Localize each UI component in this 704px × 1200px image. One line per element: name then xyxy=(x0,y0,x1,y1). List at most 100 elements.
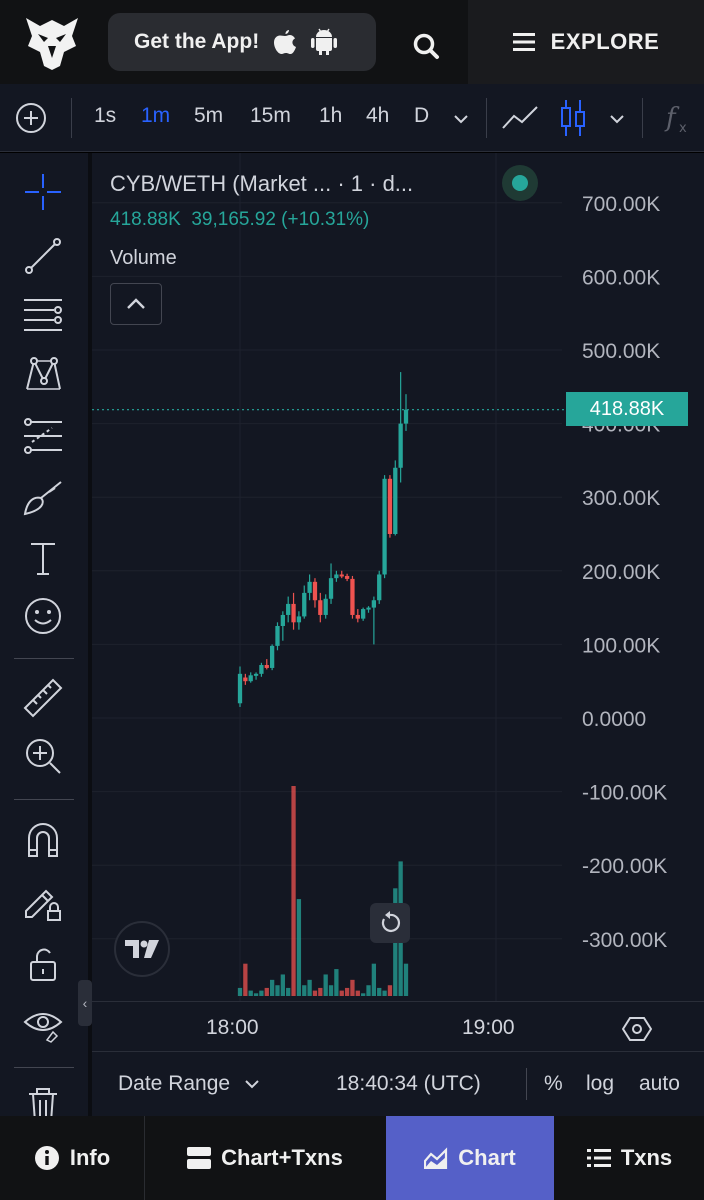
add-symbol-icon[interactable] xyxy=(14,101,48,135)
y-tick-label: 600.00K xyxy=(582,266,660,289)
tab-chart[interactable]: Chart xyxy=(386,1116,554,1200)
interval-d[interactable]: D xyxy=(414,104,430,127)
time-tick: 19:00 xyxy=(462,1016,515,1039)
candle-body xyxy=(328,578,334,599)
chart-area-icon xyxy=(424,1147,448,1169)
interval-1s[interactable]: 1s xyxy=(94,104,117,127)
y-tick-label: 500.00K xyxy=(582,340,660,363)
tab-label: Txns xyxy=(620,1145,673,1170)
candle-body xyxy=(296,616,302,623)
tab-label: Chart+Txns xyxy=(221,1145,343,1170)
candle-body xyxy=(334,574,339,579)
time-axis[interactable]: 18:00 19:00 xyxy=(92,1001,704,1051)
volume-bar xyxy=(350,979,355,996)
candle-body xyxy=(318,600,323,615)
android-icon xyxy=(311,28,338,55)
interval-chevron-down-icon[interactable] xyxy=(452,112,470,126)
get-app-button[interactable]: Get the App! xyxy=(108,13,376,71)
candle-body xyxy=(398,423,403,468)
unlock-icon[interactable] xyxy=(20,941,66,987)
line-chart-icon[interactable] xyxy=(500,102,540,134)
settings-hex-icon[interactable] xyxy=(621,1014,653,1044)
chart-area[interactable]: 700.00K600.00K500.00K400.00K300.00K200.0… xyxy=(92,153,704,1116)
chart-type-chevron-down-icon[interactable] xyxy=(608,112,626,126)
candle-body xyxy=(237,673,243,704)
explore-button[interactable]: EXPLORE xyxy=(468,0,704,84)
pattern-icon[interactable] xyxy=(20,351,66,397)
hide-drawings-icon[interactable] xyxy=(20,1001,66,1047)
candle-body xyxy=(291,603,296,623)
chevron-up-icon xyxy=(127,298,145,309)
magnet-icon[interactable] xyxy=(20,817,66,863)
lock-drawing-icon[interactable] xyxy=(20,879,66,925)
volume-bar xyxy=(291,786,296,996)
time-tick: 18:00 xyxy=(206,1016,259,1039)
volume-bar xyxy=(366,985,371,996)
nav-divider xyxy=(144,1116,145,1200)
market-status-indicator[interactable] xyxy=(502,165,538,201)
utc-clock[interactable]: 18:40:34 (UTC) xyxy=(336,1072,481,1095)
chart-bottom-bar: Date Range 18:40:34 (UTC) % log auto xyxy=(92,1051,704,1116)
y-tick-label: -200.00K xyxy=(582,855,667,878)
interval-4h[interactable]: 4h xyxy=(366,104,390,127)
volume-bar xyxy=(248,990,253,996)
tab-chart-txns[interactable]: Chart+Txns xyxy=(145,1116,385,1200)
y-tick-label: -300.00K xyxy=(582,929,667,952)
volume-bar xyxy=(286,987,291,996)
date-range-button[interactable]: Date Range xyxy=(118,1072,260,1096)
volume-bar xyxy=(280,974,285,996)
interval-1m[interactable]: 1m xyxy=(141,104,171,127)
candle-body xyxy=(344,575,350,579)
candle-body xyxy=(355,614,360,619)
crosshair-icon[interactable] xyxy=(20,169,66,215)
reset-chart-button[interactable] xyxy=(370,903,410,943)
indicators-fx-icon[interactable]: f x xyxy=(664,100,696,136)
volume-bar xyxy=(296,899,302,996)
log-toggle[interactable]: log xyxy=(586,1072,615,1095)
volume-bar xyxy=(253,993,259,996)
tab-txns[interactable]: Txns xyxy=(555,1116,704,1200)
candle-body xyxy=(253,673,259,676)
candle-body xyxy=(361,609,366,619)
candles-icon[interactable] xyxy=(558,98,588,138)
symbol-title[interactable]: CYB/WETH (Market ... · 1 · d... xyxy=(110,171,414,196)
trend-line-icon[interactable] xyxy=(20,233,66,279)
legend-change: 39,165.92 (+10.31%) xyxy=(191,209,370,230)
emoji-icon[interactable] xyxy=(20,593,66,639)
candle-body xyxy=(259,665,264,674)
brush-icon[interactable] xyxy=(20,475,66,521)
interval-5m[interactable]: 5m xyxy=(194,104,224,127)
candle-body xyxy=(382,478,387,575)
volume-bar xyxy=(371,963,377,996)
volume-bar xyxy=(339,990,344,996)
menu-icon xyxy=(512,33,535,51)
volume-bar xyxy=(312,990,318,996)
panel-splitter xyxy=(88,153,92,1116)
volume-bar xyxy=(243,963,248,996)
candle-body xyxy=(248,675,253,682)
interval-1h[interactable]: 1h xyxy=(319,104,343,127)
y-tick-label: 0.0000 xyxy=(582,708,646,731)
volume-label: Volume xyxy=(110,247,177,269)
volume-bar xyxy=(382,990,387,996)
legend-values: 418.88K 39,165.92 (+10.31%) xyxy=(110,209,369,231)
search-icon[interactable] xyxy=(410,30,444,64)
candle-body xyxy=(264,665,269,668)
legend-collapse-button[interactable] xyxy=(110,283,162,325)
date-range-label: Date Range xyxy=(118,1072,231,1095)
text-tool-icon[interactable] xyxy=(20,535,66,581)
tab-info[interactable]: Info xyxy=(0,1116,144,1200)
prediction-icon[interactable] xyxy=(20,413,66,459)
percent-toggle[interactable]: % xyxy=(544,1072,563,1095)
auto-toggle[interactable]: auto xyxy=(639,1072,680,1095)
ruler-icon[interactable] xyxy=(20,675,66,721)
horizontal-lines-icon[interactable] xyxy=(20,291,66,337)
volume-bar xyxy=(237,987,243,996)
toolbar-divider xyxy=(486,98,487,138)
split-view-icon xyxy=(187,1147,212,1169)
tradingview-logo-icon[interactable] xyxy=(114,921,170,977)
interval-15m[interactable]: 15m xyxy=(250,104,291,127)
zoom-in-icon[interactable] xyxy=(20,733,66,779)
eagle-logo-icon[interactable] xyxy=(20,12,84,72)
collapse-panel-handle[interactable]: ‹ xyxy=(78,980,92,1026)
